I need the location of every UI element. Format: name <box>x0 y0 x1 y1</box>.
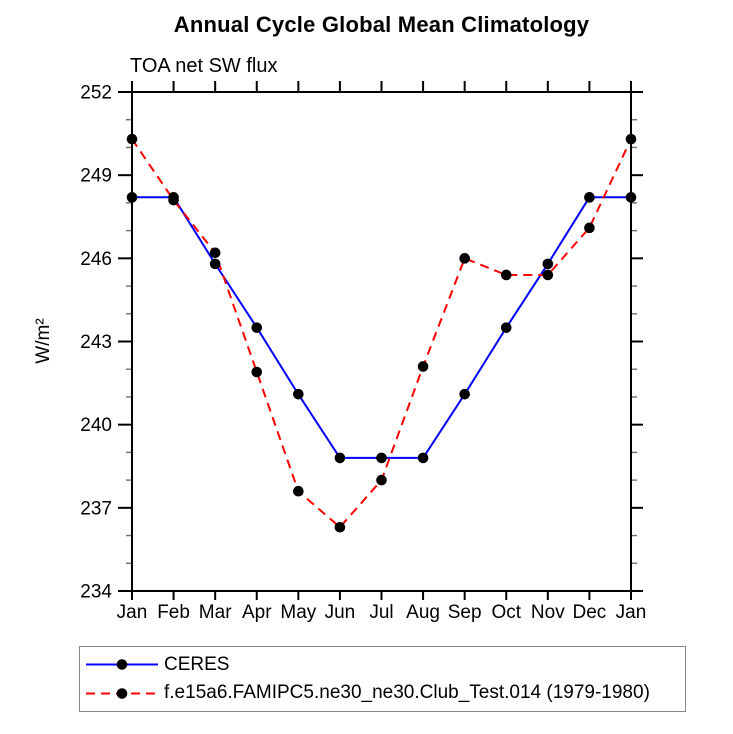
data-point-model <box>126 133 138 145</box>
y-tick-label: 243 <box>80 332 112 353</box>
x-tick-label: Sep <box>448 602 482 623</box>
series-line-model <box>131 138 632 529</box>
data-point-ceres <box>376 452 387 464</box>
legend-label-model: f.e15a6.FAMIPC5.ne30_ne30.Club_Test.014 … <box>164 682 650 704</box>
x-tick-label: Nov <box>531 602 565 623</box>
y-tick-label: 246 <box>80 249 112 270</box>
x-tick-label: Apr <box>242 602 272 623</box>
plot-frame <box>131 91 632 592</box>
data-point-model <box>542 269 554 281</box>
data-point-model <box>584 222 595 234</box>
data-point-model <box>500 269 512 281</box>
x-tick-label: Jan <box>117 602 148 623</box>
legend: CERES f.e15a6.FAMIPC5.ne30_ne30.Club_Tes… <box>79 646 686 712</box>
data-point-model <box>625 133 637 145</box>
x-tick-label: Jul <box>369 602 393 623</box>
data-point-model <box>209 247 221 259</box>
x-tick-label: Dec <box>573 602 607 623</box>
y-tick-label: 237 <box>80 498 112 519</box>
data-point-ceres <box>542 258 554 270</box>
data-point-ceres <box>417 452 429 464</box>
x-tick-label: Mar <box>199 602 232 623</box>
data-point-model <box>293 485 304 497</box>
x-tick-label: Oct <box>491 602 521 623</box>
legend-marker-dot <box>116 688 128 699</box>
data-point-ceres <box>625 192 637 203</box>
chart-title: Annual Cycle Global Mean Climatology <box>173 12 590 37</box>
data-point-model <box>417 361 429 372</box>
data-point-ceres <box>126 192 138 203</box>
chart-subtitle: TOA net SW flux <box>130 55 278 77</box>
data-point-ceres <box>459 388 470 400</box>
legend-marker-dot <box>116 659 128 670</box>
legend-item-ceres: CERES <box>84 654 685 676</box>
x-tick-label: May <box>280 602 316 623</box>
x-tick-label: Jan <box>616 602 647 623</box>
x-tick-label: Feb <box>157 602 190 623</box>
data-point-ceres <box>334 452 346 464</box>
legend-swatch-solid-line-icon <box>86 659 158 670</box>
data-point-ceres <box>251 322 263 333</box>
y-tick-label: 249 <box>80 166 112 187</box>
data-point-model <box>459 253 470 264</box>
legend-swatch-dashed-line-icon <box>86 688 158 699</box>
data-point-model <box>251 366 263 378</box>
data-point-model <box>334 521 346 533</box>
data-point-ceres <box>584 192 595 203</box>
series-line-ceres <box>132 196 631 459</box>
data-point-ceres <box>500 322 512 333</box>
x-tick-label: Jun <box>325 602 356 623</box>
data-point-ceres <box>209 258 221 270</box>
data-point-model <box>168 194 179 206</box>
data-point-ceres <box>293 388 304 400</box>
legend-label-ceres: CERES <box>164 653 230 675</box>
x-tick-label: Aug <box>406 602 440 623</box>
y-tick-label: 234 <box>80 582 112 603</box>
legend-item-model: f.e15a6.FAMIPC5.ne30_ne30.Club_Test.014 … <box>84 682 685 704</box>
y-tick-label: 252 <box>80 83 112 104</box>
data-point-model <box>376 474 387 486</box>
y-tick-label: 240 <box>80 415 112 436</box>
